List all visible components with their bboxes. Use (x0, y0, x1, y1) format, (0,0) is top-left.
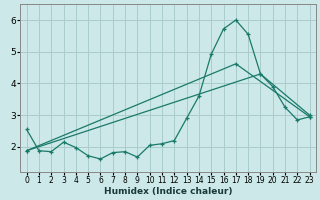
X-axis label: Humidex (Indice chaleur): Humidex (Indice chaleur) (104, 187, 232, 196)
